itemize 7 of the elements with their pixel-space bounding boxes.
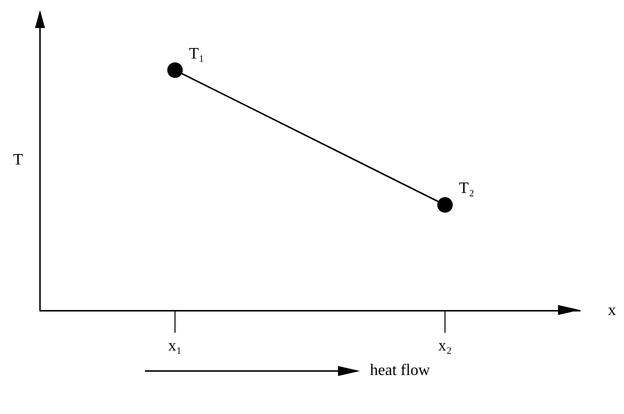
y-axis-title: T xyxy=(13,152,24,169)
annotation: T₂ xyxy=(459,180,474,198)
x-axis-title: x xyxy=(608,302,616,320)
x-tick-label: x₂ xyxy=(438,338,452,355)
annotation: T₁ xyxy=(189,45,204,62)
x-tick-label: x₁ xyxy=(168,338,182,355)
text: heat flow xyxy=(370,362,430,380)
